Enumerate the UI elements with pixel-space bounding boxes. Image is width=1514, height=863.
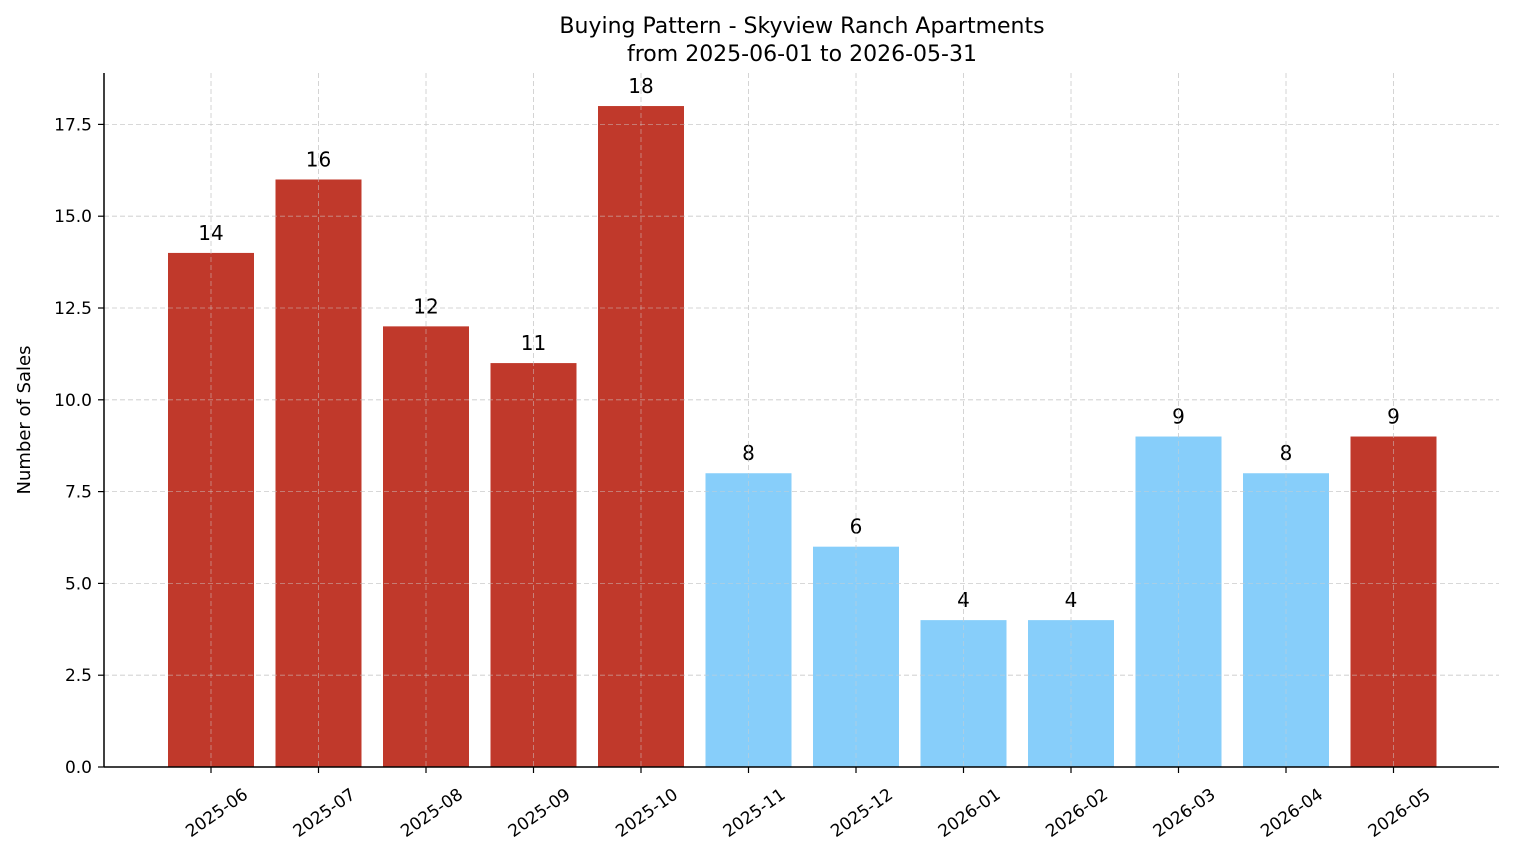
x-tick-label: 2025-07 [290, 785, 360, 842]
y-axis-label: Number of Sales [14, 345, 35, 494]
y-tick-label: 0.0 [65, 758, 92, 778]
x-tick-label: 2025-10 [612, 785, 682, 842]
data-label: 11 [521, 331, 546, 355]
x-tick-label: 2026-01 [935, 785, 1005, 842]
data-label: 4 [957, 588, 970, 612]
chart-title: Buying Pattern - Skyview Ranch Apartment… [559, 14, 1044, 39]
data-label: 16 [306, 147, 331, 171]
data-label: 14 [198, 221, 223, 245]
y-tick-label: 10.0 [54, 391, 92, 411]
data-label: 4 [1065, 588, 1078, 612]
x-tick-label: 2025-12 [827, 785, 897, 842]
data-label: 9 [1172, 405, 1185, 429]
chart-subtitle: from 2025-06-01 to 2026-05-31 [627, 42, 977, 67]
x-tick-label: 2026-03 [1150, 785, 1220, 842]
x-tick-label: 2025-09 [505, 785, 575, 842]
x-tick-label: 2026-04 [1257, 785, 1327, 842]
data-label: 9 [1387, 405, 1400, 429]
y-tick-label: 17.5 [54, 115, 92, 135]
x-tick-label: 2026-05 [1365, 785, 1435, 842]
x-tick-label: 2026-02 [1042, 785, 1112, 842]
y-tick-label: 12.5 [54, 299, 92, 319]
data-label: 18 [628, 74, 653, 98]
y-tick-label: 2.5 [65, 666, 92, 686]
y-tick-label: 7.5 [65, 483, 92, 503]
y-tick-label: 5.0 [65, 574, 92, 594]
x-tick-label: 2025-08 [397, 785, 467, 842]
x-tick-label: 2025-06 [182, 785, 252, 842]
data-label: 6 [850, 515, 863, 539]
x-tick-label: 2025-11 [720, 785, 790, 842]
bars [168, 106, 1437, 768]
y-tick-label: 15.0 [54, 207, 92, 227]
